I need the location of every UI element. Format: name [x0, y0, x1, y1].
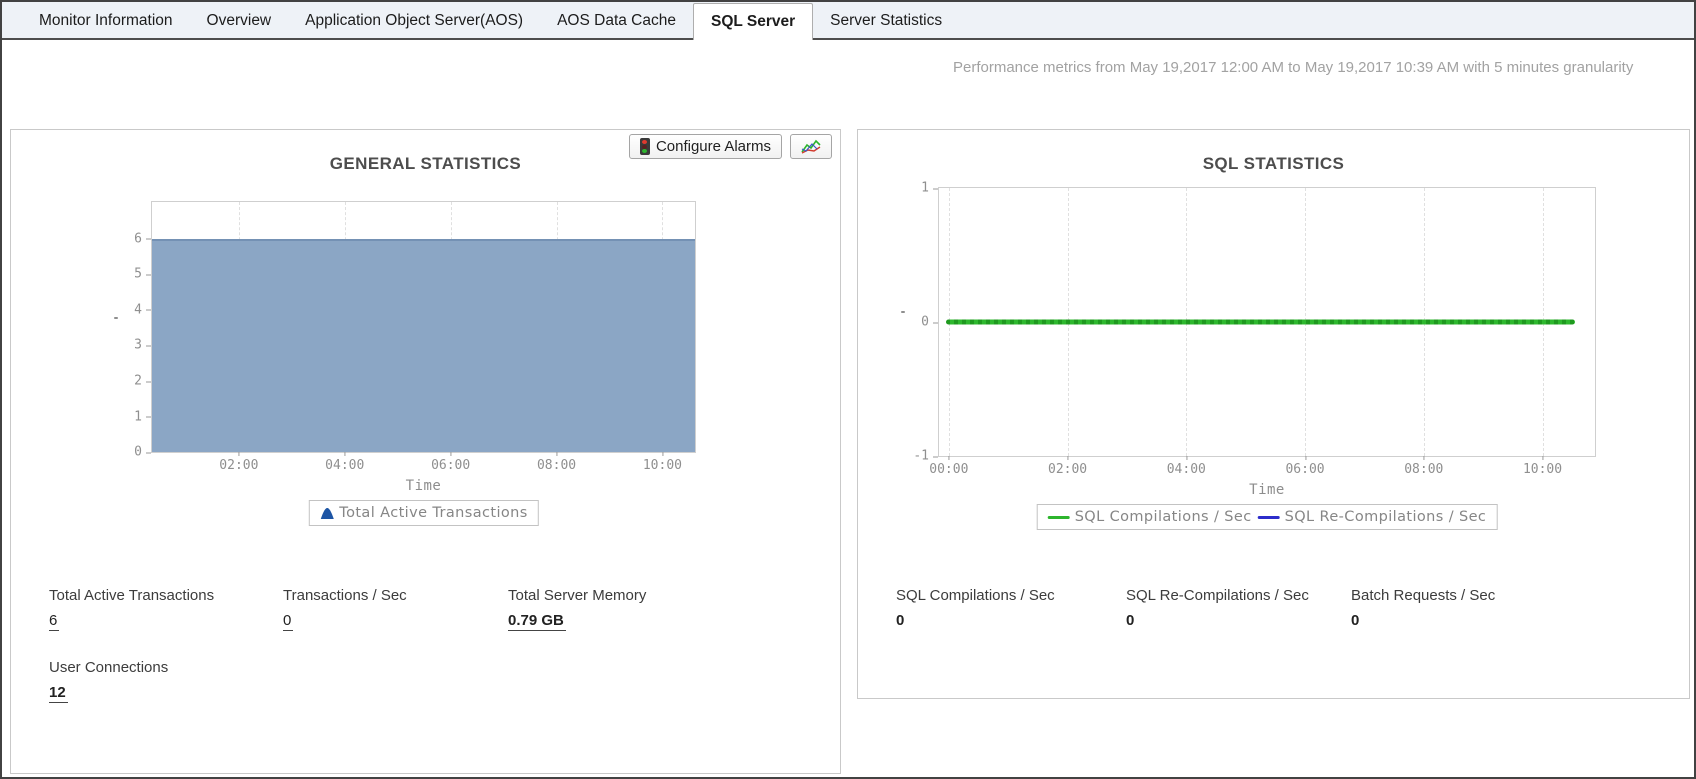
stat-sql-compilations-per-sec: SQL Compilations / Sec 0 [896, 587, 1055, 629]
chart-toolbar: Configure Alarms [628, 134, 832, 159]
stat-value-link[interactable]: 0 [283, 612, 294, 631]
y-axis-label-mark [114, 317, 118, 319]
stat-value-link[interactable]: 6 [49, 612, 60, 631]
x-tick: 02:00 [219, 452, 259, 473]
y-tick: 1 [134, 409, 151, 424]
y-axis-label-mark [901, 311, 905, 314]
stat-label: Total Active Transactions [49, 587, 215, 604]
x-tick: 10:00 [1522, 456, 1563, 477]
chart-view-button[interactable] [790, 134, 832, 159]
stat-label: User Connections [49, 659, 169, 676]
tab-overview[interactable]: Overview [206, 12, 272, 29]
tab-monitor-information[interactable]: Monitor Information [39, 12, 173, 29]
x-tick: 02:00 [1047, 456, 1088, 477]
y-tick: 3 [134, 337, 151, 353]
stat-total-server-memory: Total Server Memory 0.79 GB [508, 587, 646, 631]
stat-label: Transactions / Sec [283, 587, 407, 604]
legend-item: SQL Re-Compilations / Sec [1257, 509, 1487, 525]
traffic-light-icon [639, 138, 650, 155]
general-statistics-chart: 6 5 4 3 2 1 0 02:00 04:00 06:00 08:00 10… [114, 201, 696, 526]
stat-value: 0 [896, 612, 905, 629]
y-tick: 0 [921, 314, 938, 330]
stat-label: Batch Requests / Sec [1351, 587, 1496, 604]
stat-total-active-transactions: Total Active Transactions 6 [49, 587, 214, 631]
y-tick: 4 [134, 302, 151, 318]
tab-sql-server[interactable]: SQL Server [693, 3, 814, 40]
performance-metrics-note: Performance metrics from May 19,2017 12:… [953, 59, 1634, 76]
x-tick: 10:00 [642, 452, 682, 473]
sql-statistics-chart: 1 0 -1 00:00 02:00 04:00 06:00 08:00 10:… [901, 181, 1596, 530]
stat-label: Total Server Memory [508, 587, 647, 604]
sql-compilations-line-series [945, 319, 1576, 325]
x-tick: 08:00 [1404, 456, 1444, 477]
legend-label: Total Active Transactions [339, 505, 528, 521]
x-tick: 08:00 [536, 452, 577, 473]
right-chart-legend: SQL Compilations / Sec SQL Re-Compilatio… [1036, 504, 1498, 530]
x-tick: 04:00 [325, 452, 365, 473]
total-active-transactions-area-series [152, 238, 695, 452]
tab-server-statistics[interactable]: Server Statistics [830, 12, 943, 29]
stat-value-link[interactable]: 12 [49, 684, 68, 703]
left-chart-legend: Total Active Transactions [308, 500, 539, 526]
line-chart-icon [801, 139, 821, 154]
y-tick: -1 [913, 448, 938, 464]
legend-item: SQL Compilations / Sec [1047, 509, 1252, 525]
x-axis-title: Time [1249, 482, 1285, 498]
y-tick: 6 [134, 231, 151, 247]
stat-label: SQL Re-Compilations / Sec [1126, 587, 1309, 604]
blue-line-icon [1257, 515, 1280, 519]
legend-label: SQL Re-Compilations / Sec [1284, 509, 1487, 525]
tab-aos-data-cache[interactable]: AOS Data Cache [557, 12, 676, 29]
general-statistics-panel: Configure Alarms GENERAL STATISTICS 6 [10, 129, 841, 774]
stat-value: 0 [1351, 612, 1360, 629]
tab-bar: Monitor Information Overview Application… [2, 2, 1694, 40]
right-chart-title: SQL STATISTICS [1202, 154, 1345, 173]
x-tick: 04:00 [1166, 456, 1206, 477]
sql-statistics-panel: SQL STATISTICS 1 0 -1 00:00 02:00 04:00 … [857, 129, 1690, 699]
tab-application-object-server-aos[interactable]: Application Object Server(AOS) [305, 12, 524, 29]
legend-item: Total Active Transactions [319, 505, 527, 521]
configure-alarms-label: Configure Alarms [655, 138, 771, 155]
left-chart-title: GENERAL STATISTICS [329, 154, 522, 173]
stat-user-connections: User Connections 12 [49, 659, 168, 703]
configure-alarms-button[interactable]: Configure Alarms [628, 134, 782, 159]
legend-label: SQL Compilations / Sec [1074, 509, 1252, 525]
y-tick: 1 [921, 180, 938, 196]
x-axis-title: Time [405, 478, 442, 494]
y-tick: 0 [134, 444, 151, 460]
area-series-icon [320, 507, 334, 519]
stat-value-link[interactable]: 0.79 GB [508, 612, 566, 631]
green-line-icon [1047, 515, 1070, 519]
stat-value: 0 [1126, 612, 1135, 629]
x-tick: 06:00 [1285, 456, 1325, 477]
x-tick: 00:00 [929, 456, 969, 477]
stat-batch-requests-per-sec: Batch Requests / Sec 0 [1351, 587, 1495, 629]
y-tick: 5 [134, 266, 151, 282]
stat-label: SQL Compilations / Sec [896, 587, 1055, 604]
stat-sql-re-compilations-per-sec: SQL Re-Compilations / Sec 0 [1126, 587, 1309, 629]
stat-transactions-per-sec: Transactions / Sec 0 [283, 587, 407, 631]
y-tick: 2 [134, 373, 151, 389]
x-tick: 06:00 [431, 452, 471, 473]
